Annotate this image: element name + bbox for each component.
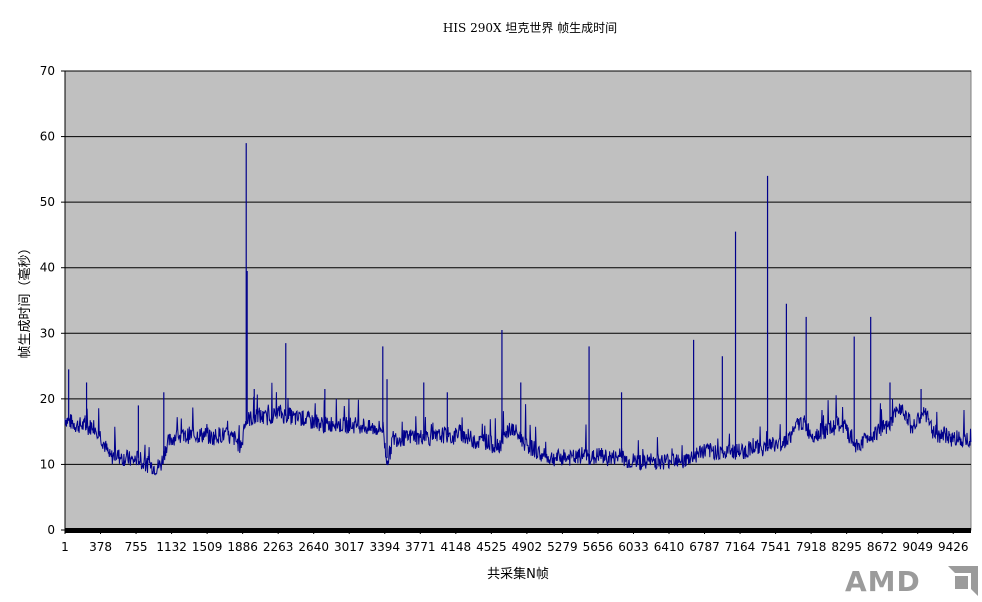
x-tick-label: 755 (125, 540, 148, 554)
x-tick-label: 3017 (334, 540, 365, 554)
x-axis-line (65, 528, 971, 533)
y-tick-label: 10 (40, 457, 55, 471)
y-tick-label: 50 (40, 195, 55, 209)
x-tick-label: 5279 (547, 540, 578, 554)
x-tick-label: 1132 (156, 540, 187, 554)
plot-area (64, 70, 972, 531)
x-tick-label: 4902 (512, 540, 543, 554)
x-tick-label: 3771 (405, 540, 436, 554)
x-tick-label: 6033 (618, 540, 649, 554)
x-tick-label: 3394 (369, 540, 400, 554)
series-layer (64, 143, 972, 533)
y-tick-label: 70 (40, 64, 55, 78)
amd-logo: AMD (845, 565, 978, 598)
gridlines (65, 70, 971, 465)
x-axis-label: 共采集N帧 (487, 566, 549, 582)
x-tick-label: 8672 (867, 540, 898, 554)
x-tick-label: 4148 (441, 540, 472, 554)
amd-logo-text: AMD (845, 565, 921, 598)
x-tick-label: 1 (61, 540, 69, 554)
y-tick-label: 60 (40, 130, 55, 144)
y-tick-labels: 0 10 20 30 40 50 60 70 (40, 64, 66, 537)
y-tick-label: 0 (47, 523, 55, 537)
x-tick-label: 6410 (654, 540, 685, 554)
y-tick-label: 30 (40, 326, 55, 340)
x-tick-label: 378 (89, 540, 112, 554)
x-tick-label: 1886 (227, 540, 258, 554)
x-tick-label: 9049 (902, 540, 933, 554)
y-axis-label: 帧生成时间（毫秒） (17, 241, 33, 358)
y-tick-label: 40 (40, 261, 55, 275)
x-tick-label: 5656 (583, 540, 614, 554)
series-line (64, 382, 972, 476)
x-tick-label: 2263 (263, 540, 294, 554)
x-tick-label: 7918 (796, 540, 827, 554)
x-tick-label: 9426 (938, 540, 969, 554)
x-tick-label: 6787 (689, 540, 720, 554)
x-tick-label: 7541 (760, 540, 791, 554)
x-tick-label: 8295 (831, 540, 862, 554)
x-tick-label: 2640 (298, 540, 329, 554)
chart-title: HIS 290X 坦克世界 帧生成时间 (443, 21, 617, 35)
x-tick-label: 1509 (192, 540, 223, 554)
x-tick-label: 7164 (725, 540, 756, 554)
x-tick-labels: 1 378 755 1132 1509 1886 2263 2640 3017 3394 3771 4… (61, 530, 969, 554)
x-tick-label: 4525 (476, 540, 507, 554)
amd-logo-arrow-icon (948, 566, 978, 596)
y-tick-label: 20 (40, 392, 55, 406)
